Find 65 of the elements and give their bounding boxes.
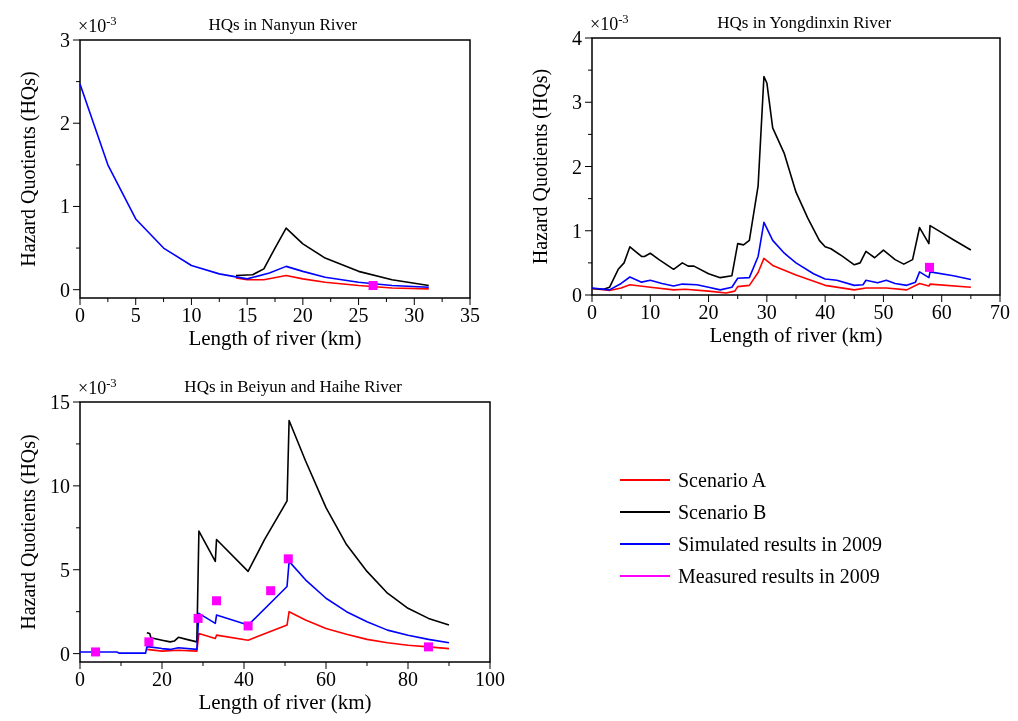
y-axis-title: Hazard Quotients (HQs) — [17, 434, 40, 630]
y-axis-title: Hazard Quotients (HQs) — [17, 71, 40, 267]
x-tick-label: 60 — [316, 668, 336, 690]
legend-label: Scenario B — [678, 501, 767, 523]
chart-title: HQs in Beiyun and Haihe River — [184, 377, 403, 396]
y-tick-label: 15 — [50, 391, 70, 413]
y-tick-label: 3 — [572, 91, 582, 114]
point — [424, 642, 433, 652]
legend-label: Measured results in 2009 — [678, 565, 880, 587]
y-tick-label: 4 — [572, 27, 582, 49]
x-tick-label: 35 — [460, 304, 480, 326]
text: ×10$^{-3}$ — [78, 376, 117, 398]
line-series — [591, 257, 972, 294]
x-tick-label: 10 — [181, 304, 202, 326]
legend-label: Simulated results in 2009 — [678, 533, 882, 555]
line-series — [591, 221, 972, 291]
legend-label: Scenario A — [678, 469, 767, 491]
x-tick-label: 70 — [990, 301, 1010, 323]
y-tick-label: 0 — [60, 642, 70, 665]
y-tick-label: 10 — [50, 474, 70, 497]
x-axis-title: Length of river (km) — [188, 326, 362, 350]
line-series — [79, 83, 430, 288]
y-axis-title: Hazard Quotients (HQs) — [529, 68, 552, 265]
line-series — [235, 274, 430, 290]
y-tick-label: 5 — [60, 558, 70, 581]
x-tick-label: 0 — [587, 301, 597, 323]
point — [266, 586, 276, 596]
x-tick-label: 20 — [698, 301, 719, 323]
line-series — [235, 227, 430, 287]
point — [212, 596, 222, 606]
point — [283, 554, 293, 564]
text: ×10$^{-3}$ — [78, 14, 117, 36]
y-tick-label: 1 — [572, 219, 582, 242]
x-tick-label: 5 — [130, 304, 141, 326]
point — [243, 621, 253, 631]
x-tick-label: 30 — [756, 301, 777, 323]
x-tick-label: 20 — [292, 304, 313, 326]
x-tick-label: 60 — [931, 301, 952, 323]
y-tick-label: 1 — [60, 195, 70, 218]
x-tick-label: 80 — [398, 668, 418, 690]
y-tick-label: 2 — [60, 112, 70, 135]
point — [144, 637, 154, 647]
x-tick-label: 100 — [475, 668, 505, 690]
x-tick-label: 25 — [348, 304, 369, 326]
y-tick-label: 0 — [572, 284, 582, 306]
x-axis-title: Length of river (km) — [709, 323, 883, 347]
x-tick-label: 30 — [404, 304, 425, 326]
x-axis-title: Length of river (km) — [198, 690, 372, 714]
x-tick-label: 40 — [815, 301, 836, 323]
point — [91, 647, 101, 657]
point — [193, 613, 203, 623]
y-tick-label: 3 — [60, 29, 70, 51]
x-tick-label: 15 — [237, 304, 258, 326]
y-tick-label: 0 — [60, 278, 70, 301]
x-tick-label: 50 — [873, 301, 894, 323]
line-series — [146, 610, 450, 652]
chart-title: HQs in Yongdinxin River — [717, 13, 892, 32]
x-tick-label: 0 — [75, 304, 85, 326]
chart-title: HQs in Nanyun River — [208, 15, 358, 34]
y-tick-label: 2 — [572, 155, 582, 178]
x-tick-label: 0 — [75, 668, 85, 690]
x-tick-label: 10 — [640, 301, 661, 323]
x-tick-label: 40 — [234, 668, 254, 690]
x-tick-label: 20 — [152, 668, 172, 690]
text: ×10$^{-3}$ — [590, 12, 629, 34]
